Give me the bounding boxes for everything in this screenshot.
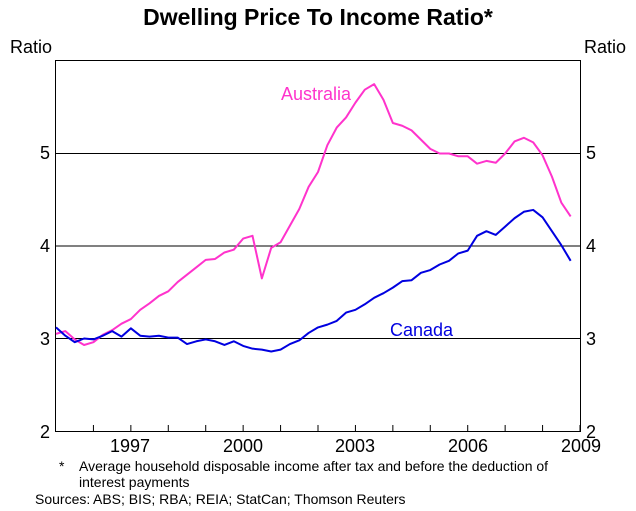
- y-tick-right: 3: [586, 329, 626, 350]
- series-line-canada: [56, 210, 571, 352]
- chart-title: Dwelling Price To Income Ratio*: [0, 4, 636, 31]
- y-tick-left: 2: [10, 422, 50, 443]
- y-tick-left: 5: [10, 143, 50, 164]
- footnote-line1: Average household disposable income afte…: [79, 458, 624, 476]
- sources-label: Sources:: [35, 491, 90, 509]
- y-tick-left: 3: [10, 329, 50, 350]
- y-tick-left: 4: [10, 236, 50, 257]
- y-axis-label-right: Ratio: [584, 37, 626, 58]
- footnote-line2: interest payments: [79, 474, 190, 492]
- y-axis-label-left: Ratio: [10, 37, 52, 58]
- series-line-australia: [56, 84, 571, 345]
- plot-area: [55, 60, 581, 432]
- sources-text: ABS; BIS; RBA; REIA; StatCan; Thomson Re…: [93, 491, 406, 509]
- x-tick-label: 2006: [438, 436, 498, 457]
- series-label-australia: Australia: [281, 84, 351, 105]
- series-label-canada: Canada: [390, 320, 453, 341]
- x-tick-label: 2000: [213, 436, 273, 457]
- y-tick-right: 4: [586, 236, 626, 257]
- footnote-marker: *: [59, 458, 64, 476]
- x-tick-label: 2003: [325, 436, 385, 457]
- x-tick-label: 1997: [100, 436, 160, 457]
- chart-svg: [56, 61, 580, 431]
- y-tick-right: 5: [586, 143, 626, 164]
- x-tick-label: 2009: [551, 436, 611, 457]
